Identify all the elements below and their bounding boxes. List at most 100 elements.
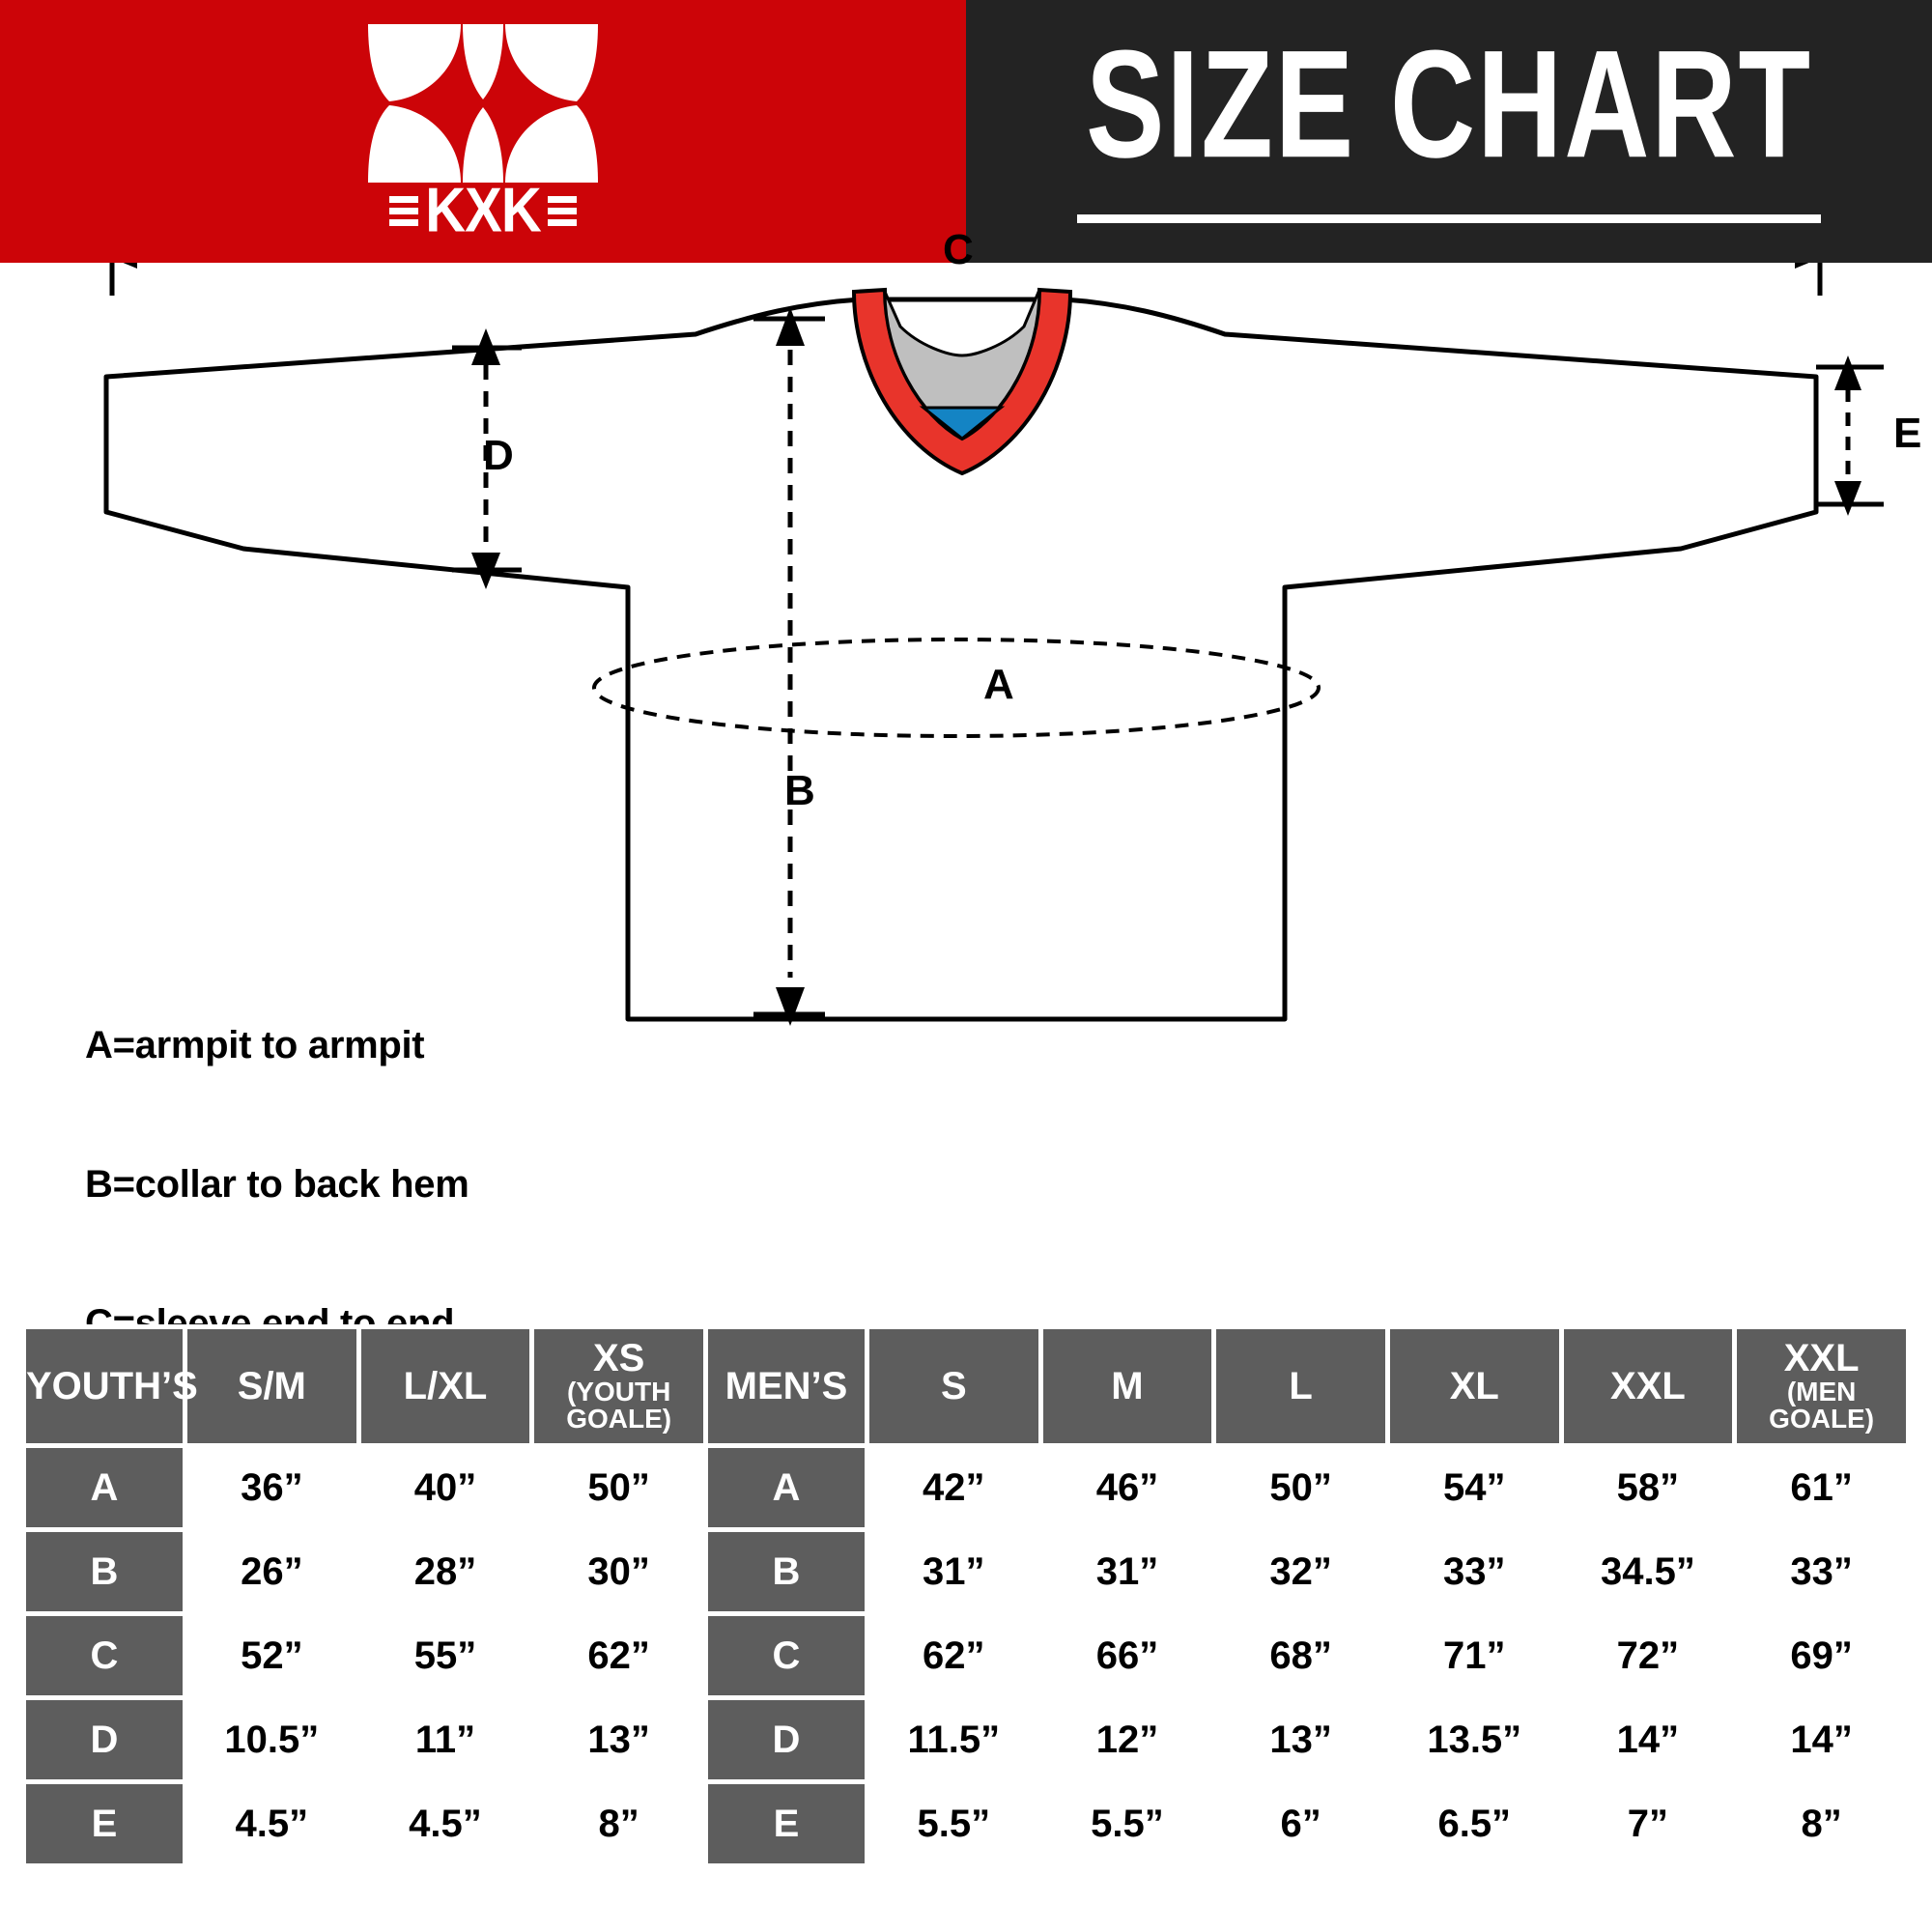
youth-row-label-C: C <box>26 1616 183 1695</box>
column-header-sub: (MEN GOALE) <box>1769 1376 1875 1435</box>
mens-cell-C-1: 66” <box>1042 1616 1212 1695</box>
wordmark-left-bars-icon <box>389 195 419 226</box>
youth-column-header-2: XS (YOUTH GOALE) <box>534 1329 703 1443</box>
page-header: KXK SIZE CHART <box>0 0 1932 263</box>
mens-cell-D-5: 14” <box>1737 1700 1906 1779</box>
mens-column-header-1: M <box>1042 1329 1212 1443</box>
legend-line-a: A=armpit to armpit <box>85 1024 425 1066</box>
mens-cell-C-4: 72” <box>1563 1616 1733 1695</box>
size-table: YOUTH’S S/M L/XL XS (YOUTH GOALE) MEN’S S M L XL X… <box>21 1324 1911 1868</box>
mens-group-header: MEN’S <box>707 1329 865 1443</box>
youth-row-label-B: B <box>26 1532 183 1611</box>
mens-cell-D-3: 13.5” <box>1389 1700 1559 1779</box>
dimension-label-e: E <box>1893 410 1922 457</box>
mens-cell-A-0: 42” <box>868 1448 1038 1527</box>
mens-row-label-B: B <box>707 1532 865 1611</box>
table-header-row: YOUTH’S S/M L/XL XS (YOUTH GOALE) MEN’S S M L XL X… <box>26 1329 1906 1443</box>
mens-cell-C-5: 69” <box>1737 1616 1906 1695</box>
youth-row-label-D: D <box>26 1700 183 1779</box>
mens-cell-C-0: 62” <box>868 1616 1038 1695</box>
mens-column-header-4: XXL <box>1563 1329 1733 1443</box>
page-title: SIZE CHART <box>1086 17 1812 190</box>
dimension-b-arrows <box>776 307 805 1026</box>
youth-cell-D-2: 13” <box>534 1700 703 1779</box>
collar-group <box>851 287 1073 476</box>
table-row: D 10.5” 11” 13” D 11.5” 12” 13” 13.5” 14” 14” <box>26 1700 1906 1779</box>
youth-cell-A-1: 40” <box>360 1448 530 1527</box>
mens-cell-B-0: 31” <box>868 1532 1038 1611</box>
mens-cell-E-2: 6” <box>1216 1784 1385 1863</box>
brand-panel: KXK <box>0 0 966 263</box>
dimension-a <box>592 638 1321 738</box>
dimension-label-a: A <box>983 661 1014 708</box>
column-header-main: S/M <box>237 1364 306 1407</box>
mens-cell-C-2: 68” <box>1216 1616 1385 1695</box>
youth-cell-A-2: 50” <box>534 1448 703 1527</box>
jersey-technical-drawing <box>103 263 1884 1026</box>
youth-cell-B-0: 26” <box>187 1532 356 1611</box>
table-row: C 52” 55” 62” C 62” 66” 68” 71” 72” 69” <box>26 1616 1906 1695</box>
dimension-label-c: C <box>943 226 974 273</box>
column-header-main: XS <box>592 1337 645 1380</box>
column-header-main: S <box>940 1364 967 1407</box>
column-header-main: L/XL <box>403 1364 488 1407</box>
youth-cell-E-2: 8” <box>534 1784 703 1863</box>
wordmark-right-bars-icon <box>547 195 577 226</box>
collar-blue-accent-icon <box>919 406 1006 440</box>
mens-cell-C-3: 71” <box>1389 1616 1559 1695</box>
dimension-e-arrows <box>1834 355 1861 516</box>
mens-cell-A-2: 50” <box>1216 1448 1385 1527</box>
youth-cell-C-1: 55” <box>360 1616 530 1695</box>
mens-cell-D-1: 12” <box>1042 1700 1212 1779</box>
size-table-container: YOUTH’S S/M L/XL XS (YOUTH GOALE) MEN’S S M L XL X… <box>21 1324 1911 1868</box>
youth-row-label-A: A <box>26 1448 183 1527</box>
youth-row-label-E: E <box>26 1784 183 1863</box>
legend-line-b: B=collar to back hem <box>85 1163 469 1206</box>
youth-cell-A-0: 36” <box>187 1448 356 1527</box>
mens-cell-A-1: 46” <box>1042 1448 1212 1527</box>
column-header-main: L <box>1289 1364 1313 1407</box>
youth-cell-E-0: 4.5” <box>187 1784 356 1863</box>
mens-column-header-3: XL <box>1389 1329 1559 1443</box>
mens-row-label-D: D <box>707 1700 865 1779</box>
mens-row-label-A: A <box>707 1448 865 1527</box>
mens-column-header-2: L <box>1216 1329 1385 1443</box>
title-panel: SIZE CHART <box>966 0 1932 263</box>
dimension-label-d: D <box>483 432 514 479</box>
table-row: B 26” 28” 30” B 31” 31” 32” 33” 34.5” 33” <box>26 1532 1906 1611</box>
table-row: E 4.5” 4.5” 8” E 5.5” 5.5” 6” 6.5” 7” 8” <box>26 1784 1906 1863</box>
youth-column-header-0: S/M <box>187 1329 356 1443</box>
mens-cell-E-4: 7” <box>1563 1784 1733 1863</box>
youth-group-header: YOUTH’S <box>26 1329 198 1443</box>
mens-column-header-5: XXL (MEN GOALE) <box>1737 1329 1906 1443</box>
kxk-hourglass-logo-icon <box>368 24 598 183</box>
column-header-main: XL <box>1449 1364 1499 1407</box>
youth-cell-B-2: 30” <box>534 1532 703 1611</box>
youth-cell-C-2: 62” <box>534 1616 703 1695</box>
mens-cell-B-4: 34.5” <box>1563 1532 1733 1611</box>
column-header-sub: (YOUTH GOALE) <box>566 1376 672 1435</box>
mens-column-header-0: S <box>868 1329 1038 1443</box>
youth-cell-E-1: 4.5” <box>360 1784 530 1863</box>
dimension-d-arrows <box>471 328 500 589</box>
mens-cell-E-3: 6.5” <box>1389 1784 1559 1863</box>
mens-cell-B-3: 33” <box>1389 1532 1559 1611</box>
mens-cell-D-4: 14” <box>1563 1700 1733 1779</box>
dimension-c-arrows <box>109 263 1823 296</box>
mens-cell-B-5: 33” <box>1737 1532 1906 1611</box>
youth-column-header-1: L/XL <box>360 1329 530 1443</box>
mens-cell-A-3: 54” <box>1389 1448 1559 1527</box>
title-underline <box>1077 214 1821 223</box>
youth-cell-C-0: 52” <box>187 1616 356 1695</box>
mens-row-label-C: C <box>707 1616 865 1695</box>
column-header-main: XXL <box>1610 1364 1686 1407</box>
youth-cell-B-1: 28” <box>360 1532 530 1611</box>
kxk-wordmark: KXK <box>389 179 577 242</box>
column-header-main: M <box>1111 1364 1144 1407</box>
dimension-label-b: B <box>784 767 815 814</box>
mens-cell-E-5: 8” <box>1737 1784 1906 1863</box>
mens-cell-B-1: 31” <box>1042 1532 1212 1611</box>
mens-cell-B-2: 32” <box>1216 1532 1385 1611</box>
table-row: A 36” 40” 50” A 42” 46” 50” 54” 58” 61” <box>26 1448 1906 1527</box>
mens-cell-A-5: 61” <box>1737 1448 1906 1527</box>
